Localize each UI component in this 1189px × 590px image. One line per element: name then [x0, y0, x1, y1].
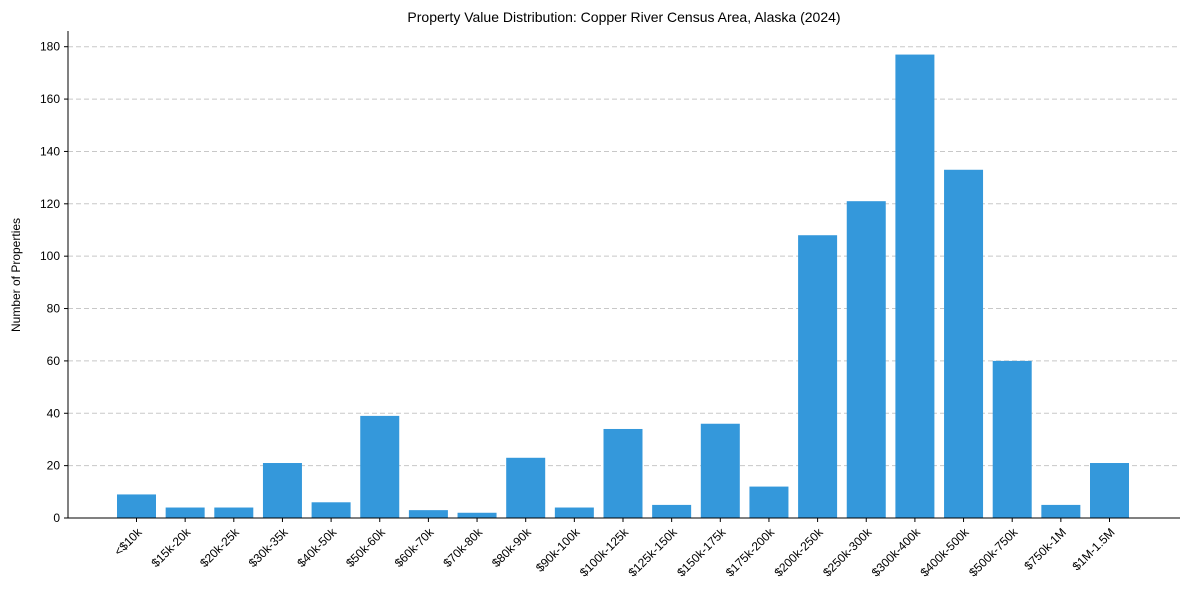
- bar: [895, 54, 935, 519]
- y-tick-label: 180: [40, 40, 60, 54]
- x-tick-label: $150k-175k: [674, 525, 729, 580]
- bar: [117, 494, 156, 518]
- y-tick-label: 100: [40, 249, 60, 263]
- y-tick-label: 120: [40, 197, 60, 211]
- bar: [749, 486, 789, 518]
- x-tick-label: $15k-20k: [148, 525, 194, 571]
- y-axis-label: Number of Properties: [9, 218, 23, 332]
- x-tick-label: $250k-300k: [820, 525, 875, 580]
- bar: [506, 457, 546, 518]
- bar: [603, 428, 643, 518]
- bar: [360, 415, 400, 518]
- bar: [408, 510, 448, 518]
- x-tick-label: $90k-100k: [533, 525, 583, 575]
- x-tick-label: $1M-1.5M: [1070, 525, 1118, 573]
- x-tick-label: $80k-90k: [489, 525, 535, 571]
- bar: [846, 201, 886, 518]
- bars-layer: [117, 54, 1129, 519]
- y-tick-label: 20: [47, 459, 61, 473]
- y-ticks-layer: 0 20 40 60 80 100 120 140 160 180: [40, 40, 68, 525]
- bar: [262, 463, 302, 518]
- x-tick-label: $40k-50k: [294, 525, 340, 571]
- bar: [554, 507, 594, 518]
- bar: [1090, 463, 1129, 518]
- grid-layer: [68, 46, 1180, 467]
- x-tick-label: $750k-1M: [1021, 525, 1069, 573]
- y-tick-label: 40: [47, 406, 61, 420]
- x-tick-label: $175k-200k: [723, 525, 778, 580]
- bar: [652, 504, 692, 518]
- bar: [165, 507, 205, 518]
- x-tick-label: $100k-125k: [577, 525, 632, 580]
- bar: [700, 423, 740, 518]
- bar: [214, 507, 254, 518]
- bar: [457, 512, 497, 518]
- bar: [1041, 504, 1081, 518]
- axes-layer: [67, 31, 1180, 519]
- x-tick-label: $500k-750k: [966, 525, 1021, 580]
- bar: [992, 360, 1032, 518]
- y-tick-label: 140: [40, 144, 60, 158]
- y-tick-label: 80: [47, 302, 61, 316]
- bar: [798, 235, 838, 518]
- bar: [311, 502, 351, 518]
- chart-title: Property Value Distribution: Copper Rive…: [407, 9, 840, 25]
- x-tick-label: $400k-500k: [917, 525, 972, 580]
- bar: [944, 169, 984, 519]
- y-tick-label: 0: [53, 511, 60, 525]
- x-tick-label: $30k-35k: [246, 525, 292, 571]
- x-ticks-layer: <$10k $15k-20k $20k-25k $30k-35k $40k-50k $50…: [111, 518, 1118, 580]
- x-tick-label: $200k-250k: [771, 525, 826, 580]
- x-tick-label: $70k-80k: [440, 525, 486, 571]
- y-tick-label: 60: [47, 354, 61, 368]
- x-tick-label: $300k-400k: [869, 525, 924, 580]
- x-tick-label: $50k-60k: [343, 525, 389, 571]
- x-tick-label: $125k-150k: [626, 525, 681, 580]
- x-tick-label: <$10k: [111, 525, 145, 559]
- y-tick-label: 160: [40, 92, 60, 106]
- x-tick-label: $20k-25k: [197, 525, 243, 571]
- x-tick-label: $60k-70k: [392, 525, 438, 571]
